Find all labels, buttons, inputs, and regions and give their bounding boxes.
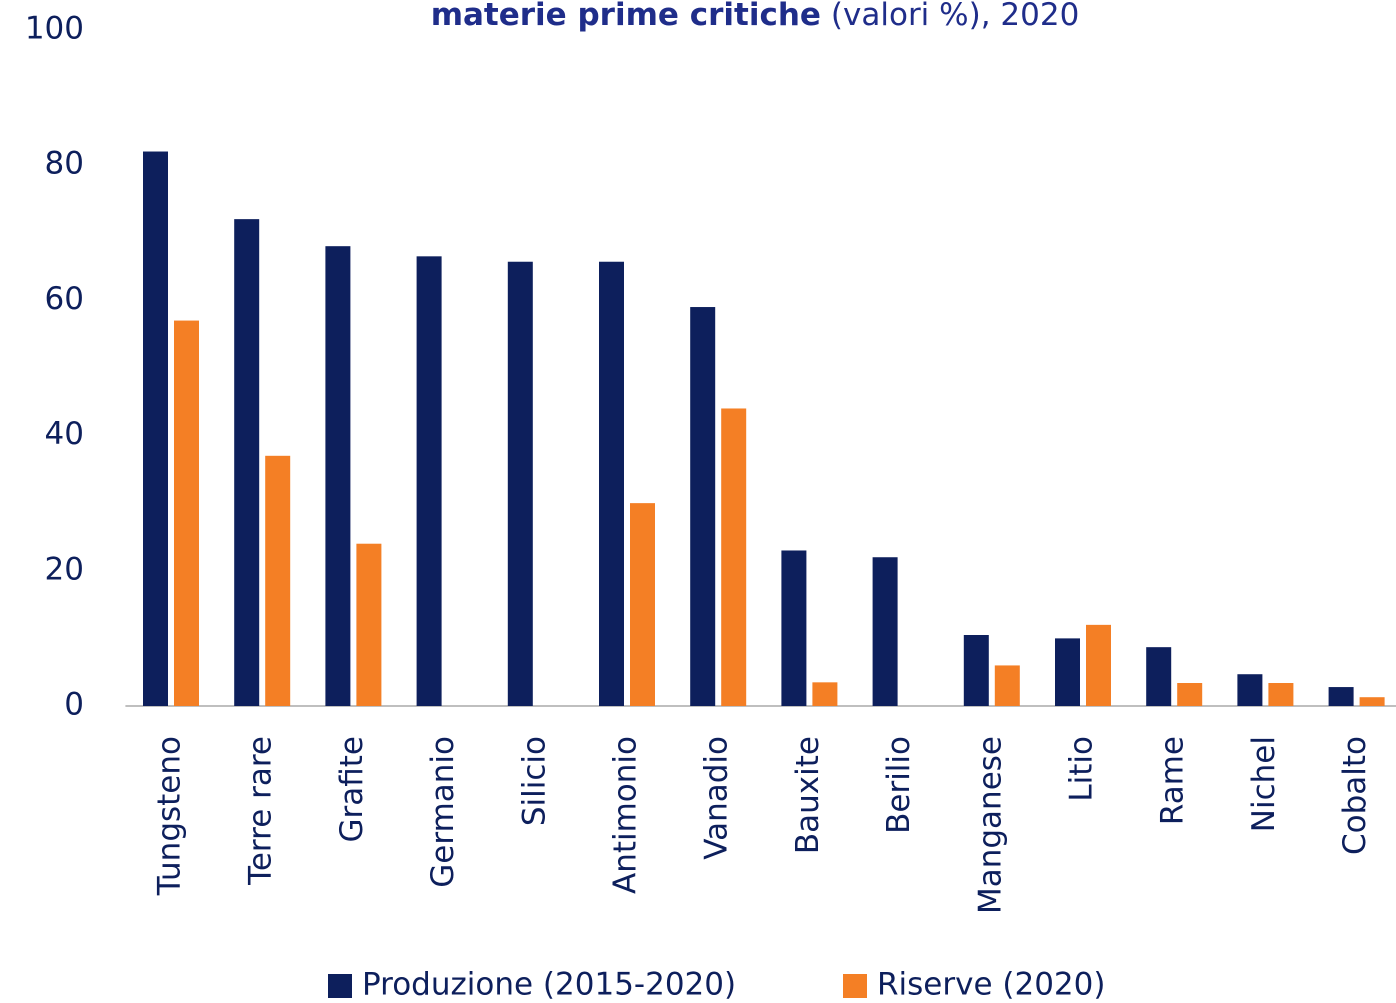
x-tick-label: Litio [1064,736,1100,802]
bar [599,261,624,706]
x-tick-label: Terre rare [243,736,279,886]
x-tick-label: Silicio [516,736,552,826]
bar [265,455,291,706]
bar [1055,638,1080,706]
bar [690,307,716,706]
bar [356,543,382,706]
x-tick-label: Berilio [881,736,917,834]
bar [1268,683,1294,706]
bar [812,682,838,706]
bar [963,634,989,706]
bar [416,256,442,706]
bar [507,261,533,706]
y-tick-label: 60 [45,281,84,317]
legend-swatch [328,974,352,998]
x-tick-label: Vanadio [699,736,735,860]
y-tick-label: 80 [45,146,84,182]
y-tick-label: 0 [64,687,84,723]
x-tick-label: Tungsteno [152,736,188,896]
bar [234,219,260,707]
bar [994,665,1020,706]
chart-title: materie prime critiche (valori %), 2020 [431,0,1080,33]
bar [143,151,168,707]
x-tick-label: Cobalto [1337,736,1373,855]
y-tick-label: 20 [45,551,84,587]
y-tick-label: 100 [25,10,84,46]
bar [1328,687,1354,706]
title-bold: materie prime critiche [431,0,821,33]
x-tick-label: Grafite [334,736,370,843]
bar [721,408,747,706]
y-tick-label: 40 [45,416,84,452]
x-tick-label: Germanio [425,736,461,888]
bar [872,557,898,706]
bar [174,320,199,706]
x-tick-label: Nichel [1246,736,1282,832]
legend-label: Riserve (2020) [877,967,1105,1003]
bar [781,550,807,706]
title-rest: (valori %), 2020 [831,0,1079,33]
bar [1146,647,1172,706]
legend-swatch [843,974,867,998]
legend-label: Produzione (2015-2020) [362,967,736,1003]
bar [630,503,655,706]
bar [1237,674,1263,706]
x-tick-label: Manganese [972,736,1008,914]
x-tick-label: Rame [1155,736,1191,825]
bar [1177,683,1203,706]
x-tick-label: Antimonio [608,736,644,894]
bar [1359,697,1385,706]
bar [325,246,351,706]
bar [1086,624,1111,706]
x-tick-label: Bauxite [790,736,826,854]
